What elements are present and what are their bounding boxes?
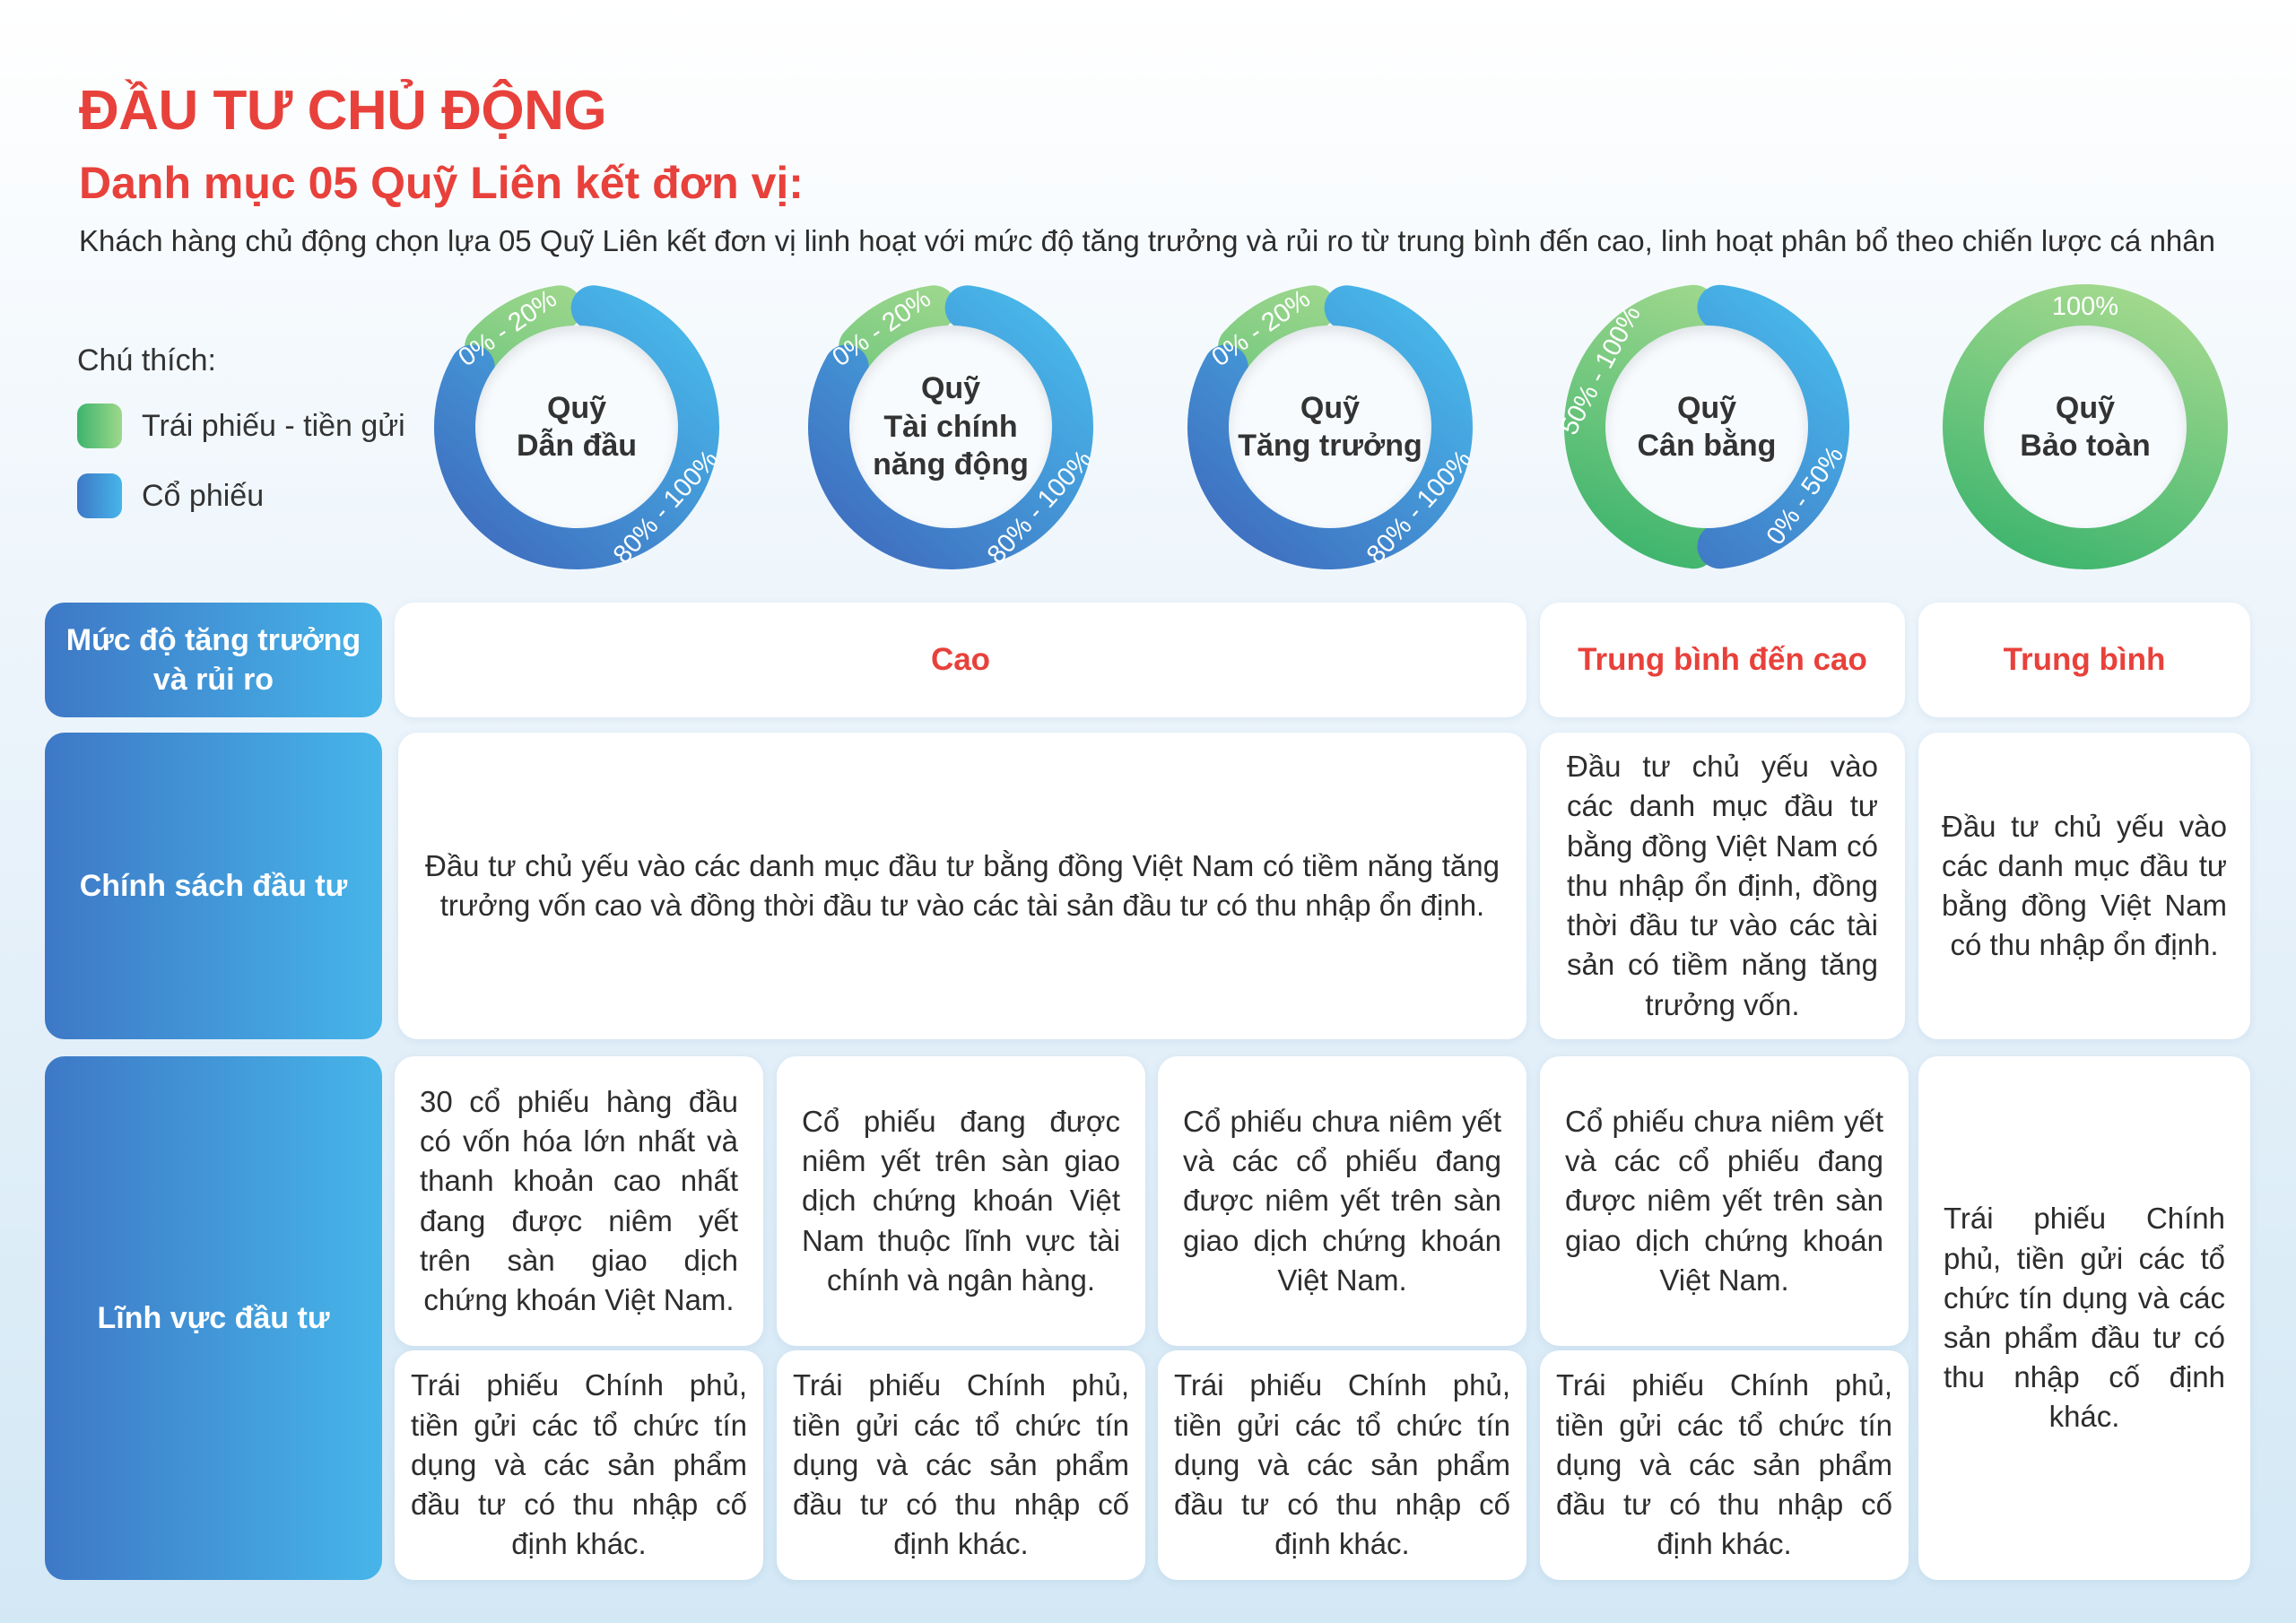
page-title: ĐẦU TƯ CHỦ ĐỘNG: [79, 80, 607, 142]
row-header-sector: Lĩnh vực đầu tư: [45, 1056, 382, 1580]
sector-stock-fund-1: 30 cổ phiếu hàng đầu có vốn hóa lớn nhất…: [395, 1056, 763, 1346]
risk-level-medium: Trung bình: [1918, 603, 2250, 717]
fund-name: Quỹ Bảo toàn: [2020, 390, 2151, 464]
sector-stock-fund-2: Cổ phiếu đang được niêm yết trên sàn gia…: [777, 1056, 1145, 1346]
donut-center: [1229, 325, 1431, 528]
donut-center: [1605, 325, 1808, 528]
sector-text: Trái phiếu Chính phủ, tiền gửi các tổ ch…: [1174, 1368, 1510, 1561]
fund-name: Quỹ Tăng trưởng: [1238, 390, 1422, 464]
fund-name: Quỹ Tài chính năng động: [873, 371, 1029, 482]
donut-center: [1984, 325, 2187, 528]
sector-stock-fund-4: Cổ phiếu chưa niêm yết và các cổ phiếu đ…: [1540, 1056, 1909, 1346]
intro-text: Khách hàng chủ động chọn lựa 05 Quỹ Liên…: [79, 224, 2215, 257]
donut-center: [849, 325, 1052, 528]
risk-level-high: Cao: [395, 603, 1526, 717]
policy-text: Đầu tư chủ yếu vào các danh mục đầu tư b…: [425, 848, 1500, 922]
bond-segment: [1943, 284, 2228, 569]
row-header-risk: Mức độ tăng trưởng và rủi ro: [45, 603, 382, 717]
bond-segment-label: 100%: [2052, 292, 2118, 321]
legend-swatch-stock: [77, 473, 122, 518]
legend-item-bond: Trái phiếu - tiền gửi: [77, 404, 405, 448]
risk-level-medium-high: Trung bình đến cao: [1540, 603, 1905, 717]
bond-segment: [1218, 285, 1336, 369]
risk-level-label: Trung bình: [2003, 642, 2166, 677]
sector-bond-fund-4: Trái phiếu Chính phủ, tiền gửi các tổ ch…: [1540, 1350, 1909, 1580]
row-header-policy: Chính sách đầu tư: [45, 733, 382, 1039]
sector-text: Cổ phiếu chưa niêm yết và các cổ phiếu đ…: [1565, 1104, 1883, 1297]
stock-segment: [1697, 284, 1849, 569]
fund-name: Quỹ Cân bằng: [1637, 390, 1777, 464]
sector-text: 30 cổ phiếu hàng đầu có vốn hóa lớn nhất…: [420, 1084, 738, 1316]
policy-high: Đầu tư chủ yếu vào các danh mục đầu tư b…: [398, 733, 1526, 1039]
stock-segment: [434, 285, 719, 569]
sector-bond-fund-3: Trái phiếu Chính phủ, tiền gửi các tổ ch…: [1158, 1350, 1526, 1580]
donut-fund-balanced: 50% - 100% 0% - 50% Quỹ Cân bằng: [1554, 274, 1859, 579]
sector-text: Trái phiếu Chính phủ, tiền gửi các tổ ch…: [1556, 1368, 1892, 1561]
policy-text: Đầu tư chủ yếu vào các danh mục đầu tư b…: [1567, 750, 1878, 1021]
sector-text: Cổ phiếu chưa niêm yết và các cổ phiếu đ…: [1183, 1104, 1501, 1297]
risk-level-label: Trung bình đến cao: [1578, 642, 1867, 677]
donut-chart: 100%: [1943, 284, 2228, 569]
bond-segment: [1564, 284, 1717, 569]
stock-segment: [1187, 285, 1473, 569]
policy-medium-high: Đầu tư chủ yếu vào các danh mục đầu tư b…: [1540, 733, 1905, 1039]
bond-segment: [465, 285, 583, 369]
sector-bond-fund-2: Trái phiếu Chính phủ, tiền gửi các tổ ch…: [777, 1350, 1145, 1580]
legend-item-stock: Cổ phiếu: [77, 473, 264, 518]
legend-label-stock: Cổ phiếu: [142, 478, 265, 513]
stock-segment: [808, 285, 1093, 569]
donut-fund-dynamic-finance: 0% - 20% 80% - 100% Quỹ Tài chính năng độ…: [798, 274, 1103, 579]
policy-medium: Đầu tư chủ yếu vào các danh mục đầu tư b…: [1918, 733, 2250, 1039]
bond-segment: [839, 285, 957, 369]
donut-fund-preservation: 100% Quỹ Bảo toàn: [1933, 274, 2238, 579]
risk-level-label: Cao: [930, 642, 991, 677]
page-subtitle: Danh mục 05 Quỹ Liên kết đơn vị:: [79, 158, 804, 208]
sector-text: Cổ phiếu đang được niêm yết trên sàn gia…: [802, 1104, 1120, 1297]
sector-bond-fund-1: Trái phiếu Chính phủ, tiền gửi các tổ ch…: [395, 1350, 763, 1580]
sector-preservation: Trái phiếu Chính phủ, tiền gửi các tổ ch…: [1918, 1056, 2250, 1580]
sector-text: Trái phiếu Chính phủ, tiền gửi các tổ ch…: [1944, 1202, 2225, 1434]
donut-center: [475, 325, 678, 528]
donut-fund-leading: 0% - 20% 80% - 100% Quỹ Dẫn đầu: [424, 274, 729, 579]
policy-text: Đầu tư chủ yếu vào các danh mục đầu tư b…: [1942, 809, 2227, 962]
legend-swatch-bond: [77, 404, 122, 448]
sector-text: Trái phiếu Chính phủ, tiền gửi các tổ ch…: [411, 1368, 747, 1561]
sector-stock-fund-3: Cổ phiếu chưa niêm yết và các cổ phiếu đ…: [1158, 1056, 1526, 1346]
legend-label-bond: Trái phiếu - tiền gửi: [142, 408, 405, 443]
donut-fund-growth: 0% - 20% 80% - 100% Quỹ Tăng trưởng: [1178, 274, 1483, 579]
legend-title: Chú thích:: [77, 343, 216, 378]
sector-text: Trái phiếu Chính phủ, tiền gửi các tổ ch…: [793, 1368, 1129, 1561]
fund-name: Quỹ Dẫn đầu: [516, 390, 638, 464]
